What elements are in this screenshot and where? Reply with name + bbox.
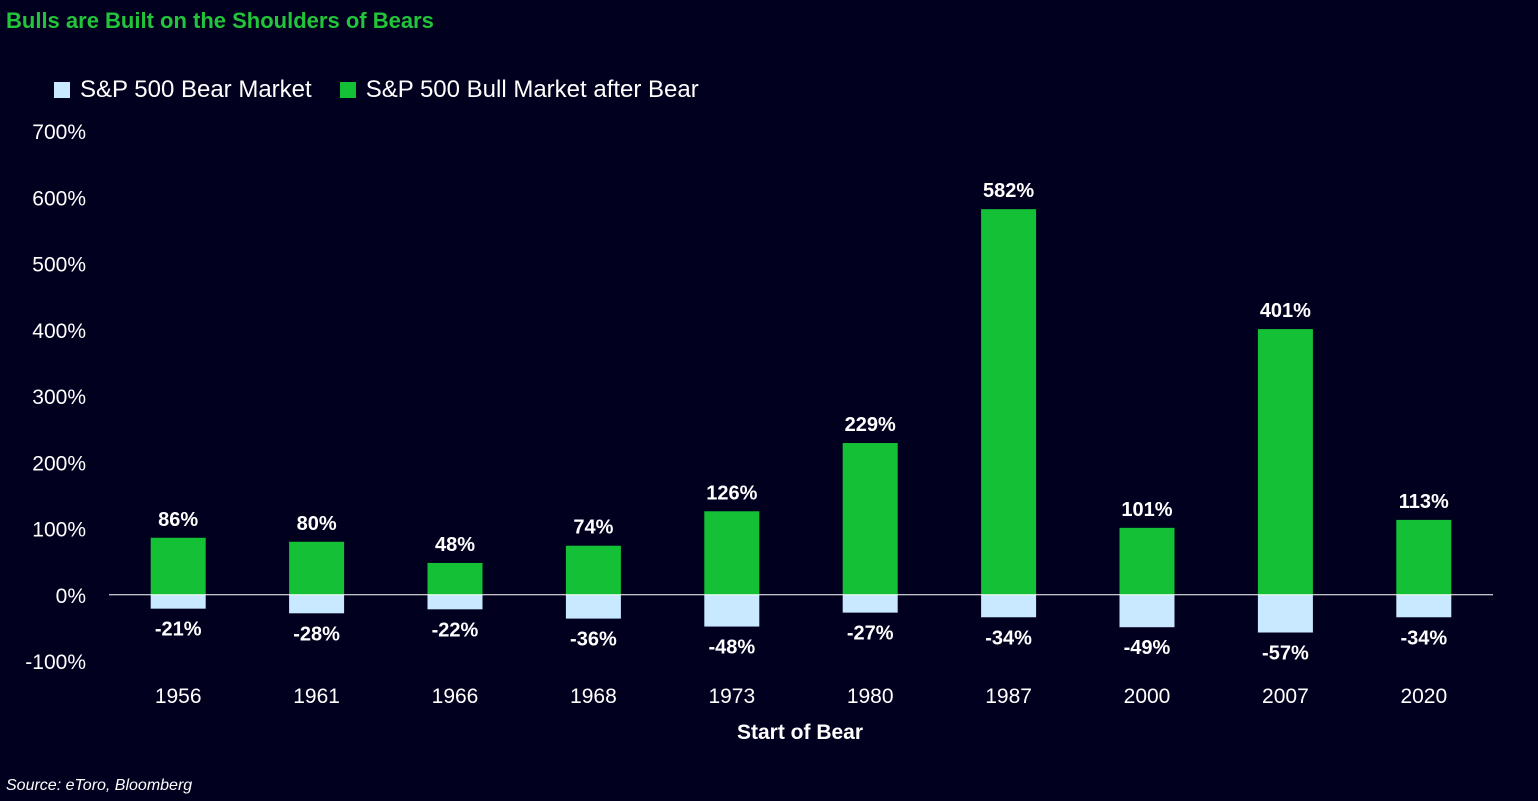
legend-label-bear: S&P 500 Bear Market: [80, 76, 312, 103]
legend-label-bull: S&P 500 Bull Market after Bear: [365, 76, 699, 103]
bull-data-label: 101%: [1121, 499, 1172, 521]
bull-bar: [1396, 519, 1452, 595]
y-tick-label: 500%: [32, 254, 86, 277]
bear-data-label: -36%: [570, 629, 617, 651]
bear-bar: [981, 594, 1037, 618]
bull-bar: [1119, 527, 1175, 595]
bull-data-label: 582%: [983, 180, 1034, 202]
bear-bar: [289, 594, 345, 614]
y-tick-label: 200%: [32, 452, 86, 475]
bull-bar: [1257, 329, 1313, 595]
bear-bar: [842, 594, 898, 613]
bear-bar: [1119, 594, 1175, 628]
x-tick-label: 1966: [432, 685, 479, 708]
bull-bar: [565, 545, 621, 595]
bull-data-label: 86%: [158, 509, 198, 531]
x-tick-label: 1987: [985, 685, 1032, 708]
bear-data-label: -28%: [293, 623, 340, 645]
bear-data-label: -34%: [985, 627, 1032, 649]
x-tick-label: 1961: [293, 685, 340, 708]
y-tick-label: 0%: [56, 585, 86, 608]
bull-bar: [427, 562, 483, 595]
bear-data-label: -48%: [708, 637, 755, 659]
bear-data-label: -27%: [847, 623, 894, 645]
bear-data-label: -49%: [1124, 637, 1171, 659]
bull-bar: [704, 511, 760, 595]
bear-bar: [150, 594, 206, 609]
y-tick-label: 100%: [32, 519, 86, 542]
bull-data-label: 113%: [1399, 491, 1449, 513]
bear-bar: [1257, 594, 1313, 633]
x-tick-label: 2000: [1124, 685, 1171, 708]
bull-data-label: 126%: [706, 482, 757, 504]
bear-data-label: -34%: [1400, 627, 1447, 649]
bull-data-label: 48%: [435, 534, 475, 556]
bull-bar: [981, 209, 1037, 595]
y-tick-label: -100%: [25, 651, 86, 674]
bear-data-label: -57%: [1262, 643, 1309, 665]
bull-data-label: 229%: [845, 414, 896, 436]
y-tick-label: 600%: [32, 187, 86, 210]
bear-bar: [427, 594, 483, 610]
legend: S&P 500 Bear Market S&P 500 Bull Market …: [54, 76, 699, 104]
bear-data-label: -22%: [432, 619, 479, 641]
x-axis-title: Start of Bear: [737, 721, 863, 744]
bear-bar: [704, 594, 760, 627]
source-note: Source: eToro, Bloomberg: [6, 777, 193, 794]
x-tick-label: 1973: [708, 685, 755, 708]
legend-swatch-bear: [54, 82, 70, 98]
x-tick-label: 1956: [155, 685, 202, 708]
chart-title: Bulls are Built on the Shoulders of Bear…: [6, 8, 434, 33]
legend-item-bear: S&P 500 Bear Market: [54, 76, 312, 104]
bull-bar: [842, 443, 898, 595]
bull-bar: [289, 541, 345, 595]
bear-data-label: -21%: [155, 619, 202, 641]
bull-data-label: 74%: [573, 517, 613, 539]
bull-data-label: 80%: [297, 513, 337, 535]
y-tick-label: 700%: [32, 121, 86, 144]
y-tick-label: 300%: [32, 386, 86, 409]
x-tick-label: 1980: [847, 685, 894, 708]
x-tick-label: 2020: [1400, 685, 1447, 708]
bull-data-label: 401%: [1260, 300, 1311, 322]
legend-item-bull: S&P 500 Bull Market after Bear: [339, 76, 699, 104]
bear-bar: [1396, 594, 1452, 618]
y-tick-label: 400%: [32, 320, 86, 343]
x-tick-label: 1968: [570, 685, 617, 708]
legend-swatch-bull: [339, 82, 356, 98]
bear-bar: [565, 594, 621, 619]
x-tick-label: 2007: [1262, 685, 1309, 708]
bull-bar: [150, 537, 206, 595]
